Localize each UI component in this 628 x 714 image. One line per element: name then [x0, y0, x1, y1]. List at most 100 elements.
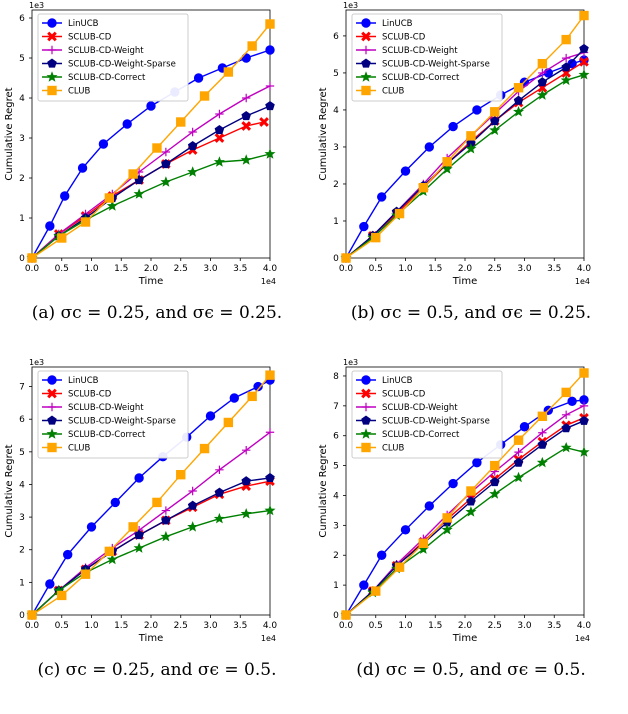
data-point: [400, 525, 411, 535]
data-point: [537, 411, 548, 422]
legend-box: [37, 370, 189, 459]
data-point: [152, 497, 162, 508]
legend-label: LinUCB: [382, 376, 413, 386]
legend-label: SCLUB-CD-Weight-Sparse: [382, 417, 490, 427]
chart-panel-b: 0.0 0.5 1.0 1.5 2.0 2.5 3.0 3.5 4.0 0 1 2 3 4 5 6 1e3 1e4…: [314, 0, 628, 357]
data-point: [259, 117, 269, 127]
legend-item: CLUB: [42, 85, 90, 97]
data-point: [214, 124, 225, 135]
legend-label: SCLUB-CD: [68, 33, 112, 43]
data-point: [247, 41, 257, 51]
x-tick-label: 4.0: [263, 264, 278, 274]
series-line: [31, 105, 271, 259]
legend-marker: [361, 58, 371, 68]
y-tick-label: 5: [333, 462, 339, 472]
legend-item: LinUCB: [356, 18, 413, 29]
data-point: [442, 157, 452, 167]
y-tick-label: 4: [19, 94, 25, 104]
series-line: [31, 153, 271, 259]
data-point: [466, 496, 476, 506]
caption-b: (b) σc = 0.5, and σϵ = 0.25.: [350, 303, 592, 323]
legend-item: SCLUB-CD-Weight-Sparse: [42, 415, 176, 427]
y-tick-label: 0: [19, 611, 25, 621]
chart-a: 0.0 0.5 1.0 1.5 2.0 2.5 3.0 3.5 4.0 0 1 2 3 4 5 6 1e3 1e4…: [4, 1, 278, 287]
data-point: [160, 530, 172, 542]
data-point: [513, 95, 524, 105]
legend-marker: [360, 428, 372, 439]
data-point: [265, 100, 275, 111]
data-point: [394, 208, 405, 219]
x-multiplier: 1e4: [575, 277, 590, 286]
legend: LinUCB SCLUB-CD SCLUB-CD-Weight SCLUB-CD-We…: [37, 13, 189, 102]
series-line: [31, 477, 271, 616]
x-tick-label: 3.5: [547, 264, 561, 274]
y-tick-label: 1: [333, 217, 339, 227]
data-point: [27, 253, 37, 263]
data-point: [188, 486, 197, 496]
data-point: [442, 513, 452, 523]
data-point: [62, 549, 73, 560]
legend-label: SCLUB-CD-Weight-Sparse: [68, 417, 176, 427]
data-point: [341, 610, 351, 620]
data-point: [187, 500, 198, 510]
data-point: [536, 89, 548, 100]
data-point: [561, 53, 571, 63]
caption-d: (d) σc = 0.5, and σϵ = 0.5.: [356, 660, 586, 680]
data-point: [188, 127, 197, 137]
legend-label: SCLUB-CD-Correct: [68, 430, 146, 440]
data-point: [45, 221, 55, 231]
y-axis-label: Cumulative Regret: [4, 87, 15, 180]
data-point: [359, 221, 369, 232]
data-point: [538, 428, 547, 437]
data-point: [490, 476, 500, 487]
y-tick-label: 6: [19, 14, 25, 24]
data-point: [45, 579, 55, 589]
data-point: [490, 460, 500, 471]
x-tick-label: 1.0: [84, 264, 99, 274]
x-tick-label: 0.5: [55, 621, 69, 631]
legend-label: SCLUB-CD-Weight: [382, 46, 458, 56]
x-tick-label: 0.5: [55, 264, 69, 274]
data-point: [341, 253, 351, 263]
y-tick-label: 3: [19, 134, 25, 144]
caption-c: (c) σc = 0.25, and σϵ = 0.5.: [37, 660, 277, 680]
x-tick-label: 2.0: [458, 264, 473, 274]
legend-marker: [46, 71, 58, 82]
data-point: [519, 422, 530, 432]
data-point: [513, 83, 524, 93]
data-point: [537, 58, 548, 69]
legend-box: [351, 370, 503, 459]
legend-marker: [47, 442, 57, 453]
data-point: [60, 191, 70, 201]
x-tick-label: 2.0: [144, 621, 159, 631]
legend: LinUCB SCLUB-CD SCLUB-CD-Weight SCLUB-CD-We…: [37, 370, 189, 459]
legend-marker: [361, 85, 371, 96]
data-point: [128, 169, 138, 179]
legend-item: SCLUB-CD-Weight: [356, 45, 458, 56]
data-point: [253, 381, 263, 392]
data-point: [490, 107, 500, 117]
y-multiplier: 1e3: [343, 1, 358, 10]
data-point: [560, 441, 572, 453]
data-point: [133, 542, 145, 553]
x-tick-label: 1.0: [84, 621, 99, 631]
legend-marker: [361, 31, 371, 42]
y-axis-label: Cumulative Regret: [318, 444, 329, 537]
x-tick-label: 1.5: [114, 264, 128, 274]
series-sclub-cd-correct: [26, 148, 276, 263]
legend-label: SCLUB-CD-Weight-Sparse: [68, 60, 176, 70]
y-multiplier: 1e3: [29, 1, 44, 10]
data-point: [241, 476, 251, 486]
data-point: [265, 19, 275, 29]
data-point: [247, 391, 257, 402]
series-line: [345, 74, 585, 259]
y-tick-label: 2: [333, 180, 339, 190]
data-point: [176, 469, 186, 480]
data-point: [80, 569, 91, 579]
legend-item: LinUCB: [42, 18, 99, 29]
legend-item: SCLUB-CD-Weight-Sparse: [356, 415, 490, 427]
data-point: [104, 193, 115, 203]
data-point: [561, 34, 571, 45]
y-tick-label: 0: [333, 254, 339, 264]
data-point: [465, 506, 477, 517]
